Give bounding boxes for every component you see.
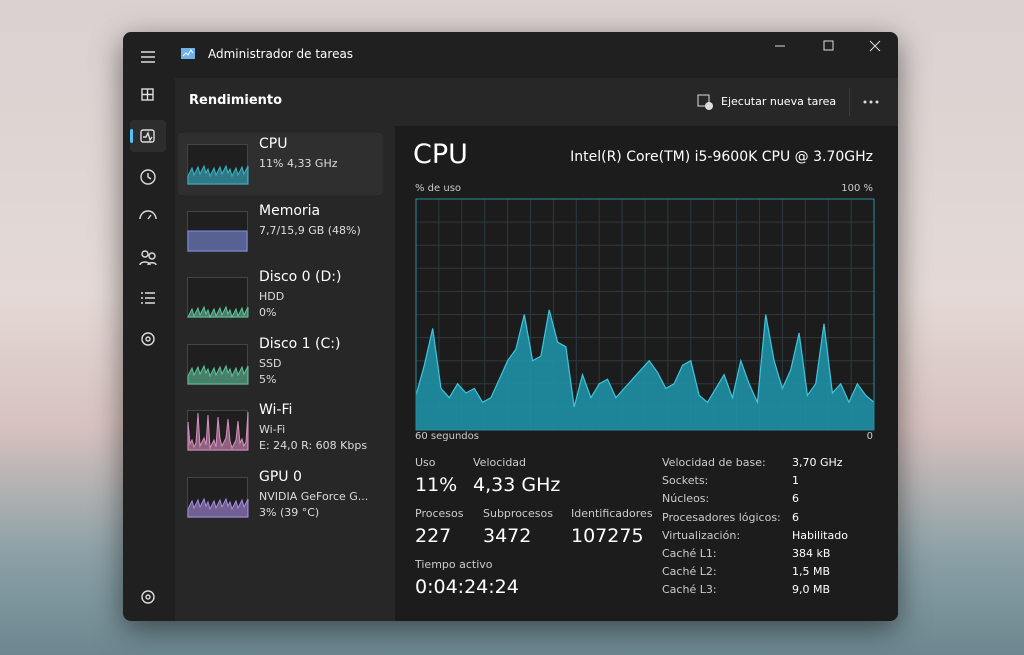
stat-label: Velocidad <box>473 456 527 469</box>
spec-value: 1 <box>792 474 799 488</box>
nav-rail <box>123 32 173 621</box>
item-name: CPU <box>259 136 288 152</box>
spec-value: 6 <box>792 510 799 524</box>
header-bar: Rendimiento Ejecutar nueva tarea <box>175 78 898 126</box>
window-title: Administrador de tareas <box>208 47 354 61</box>
spec-value: 3,70 GHz <box>792 456 843 469</box>
stat-value: 107275 <box>571 525 644 547</box>
graph-x-end: 0 <box>866 431 873 442</box>
stat-label: Subprocesos <box>483 507 553 520</box>
spec-value: 9,0 MB <box>792 583 831 597</box>
mini-graph-fill <box>187 364 249 384</box>
spec-label: Velocidad de base: <box>662 456 766 469</box>
stat-value: 227 <box>415 525 452 547</box>
mini-graph-fill <box>187 305 249 319</box>
spec-label: Caché L3: <box>662 583 717 597</box>
graph-y-label: % de uso <box>415 183 462 194</box>
mini-graph <box>187 410 249 451</box>
mini-graph-fill <box>187 164 249 185</box>
stat-label: Tiempo activo <box>415 558 493 571</box>
stat-label: Procesos <box>415 507 464 520</box>
item-name: Disco 0 (D:) <box>259 269 342 285</box>
stat-value: 3472 <box>483 525 532 547</box>
spec-label: Virtualización: <box>662 528 741 542</box>
performance-list: CPU 11% 4,33 GHz Memoria 7,7/15,9 GB (48%) D… <box>175 126 395 621</box>
graph-x-label: 60 segundos <box>415 431 479 442</box>
spec-value: 6 <box>792 492 799 506</box>
item-detail: 3% (39 °C) <box>259 505 320 519</box>
item-detail: E: 24,0 R: 608 Kbps <box>259 439 368 452</box>
mini-graph <box>187 476 249 518</box>
item-detail: SSD <box>259 356 282 370</box>
spec-value: 1,5 MB <box>792 565 831 579</box>
stat-value: 4,33 GHz <box>473 474 561 496</box>
stat-label: Identificadores <box>571 507 653 520</box>
cpu-model: Intel(R) Core(TM) i5-9600K CPU @ 3.70GHz <box>570 149 873 165</box>
graph-max-label: 100 % <box>841 183 873 194</box>
spec-label: Sockets: <box>662 474 709 488</box>
spec-value: 384 kB <box>792 547 831 560</box>
item-name: GPU 0 <box>259 468 302 485</box>
cpu-usage-line <box>415 309 875 408</box>
spec-label: Caché L2: <box>662 565 717 579</box>
item-detail: 7,7/15,9 GB (48%) <box>259 223 361 237</box>
cpu-title: CPU <box>413 139 468 170</box>
stat-value: 0:04:24:24 <box>415 576 519 598</box>
spec-label: Caché L1: <box>662 547 717 560</box>
item-detail: 0% <box>259 306 277 319</box>
graph-frame <box>415 198 875 431</box>
stat-label: Uso <box>415 456 436 469</box>
run-task-button[interactable]: Ejecutar nueva tarea <box>721 95 837 108</box>
item-detail: NVIDIA GeForce G... <box>259 489 369 503</box>
mini-graph <box>187 277 249 319</box>
item-detail: 5% <box>259 372 277 386</box>
item-name: Wi-Fi <box>259 402 293 418</box>
item-detail: 11% 4,33 GHz <box>259 157 338 170</box>
mini-graph-fill <box>187 497 249 517</box>
item-detail: Wi-Fi <box>259 423 286 436</box>
mini-graph <box>187 144 249 185</box>
item-name: Memoria <box>259 202 321 219</box>
stat-value: 11% <box>415 474 458 496</box>
header-icons <box>697 88 879 116</box>
cpu-usage-area <box>416 309 874 430</box>
cpu-graph <box>415 198 875 431</box>
item-name: Disco 1 (C:) <box>259 335 341 352</box>
mini-graph <box>187 210 248 252</box>
nav-icons <box>130 51 166 604</box>
title-bar-icons <box>181 40 881 59</box>
cpu-detail-panel: CPU Intel(R) Core(TM) i5-9600K CPU @ 3.70… <box>395 126 898 621</box>
spec-value: Habilitado <box>792 528 848 542</box>
task-manager-window: Rendimiento Ejecutar nueva tarea CPU 11% 4… <box>123 32 898 621</box>
spec-label: Núcleos: <box>662 492 710 506</box>
mini-graph <box>187 343 249 385</box>
mini-graph-fill <box>187 411 249 451</box>
section-title: Rendimiento <box>189 93 283 108</box>
item-detail: HDD <box>259 290 285 303</box>
spec-label: Procesadores lógicos: <box>662 510 781 524</box>
mini-graph-fill <box>187 230 248 251</box>
